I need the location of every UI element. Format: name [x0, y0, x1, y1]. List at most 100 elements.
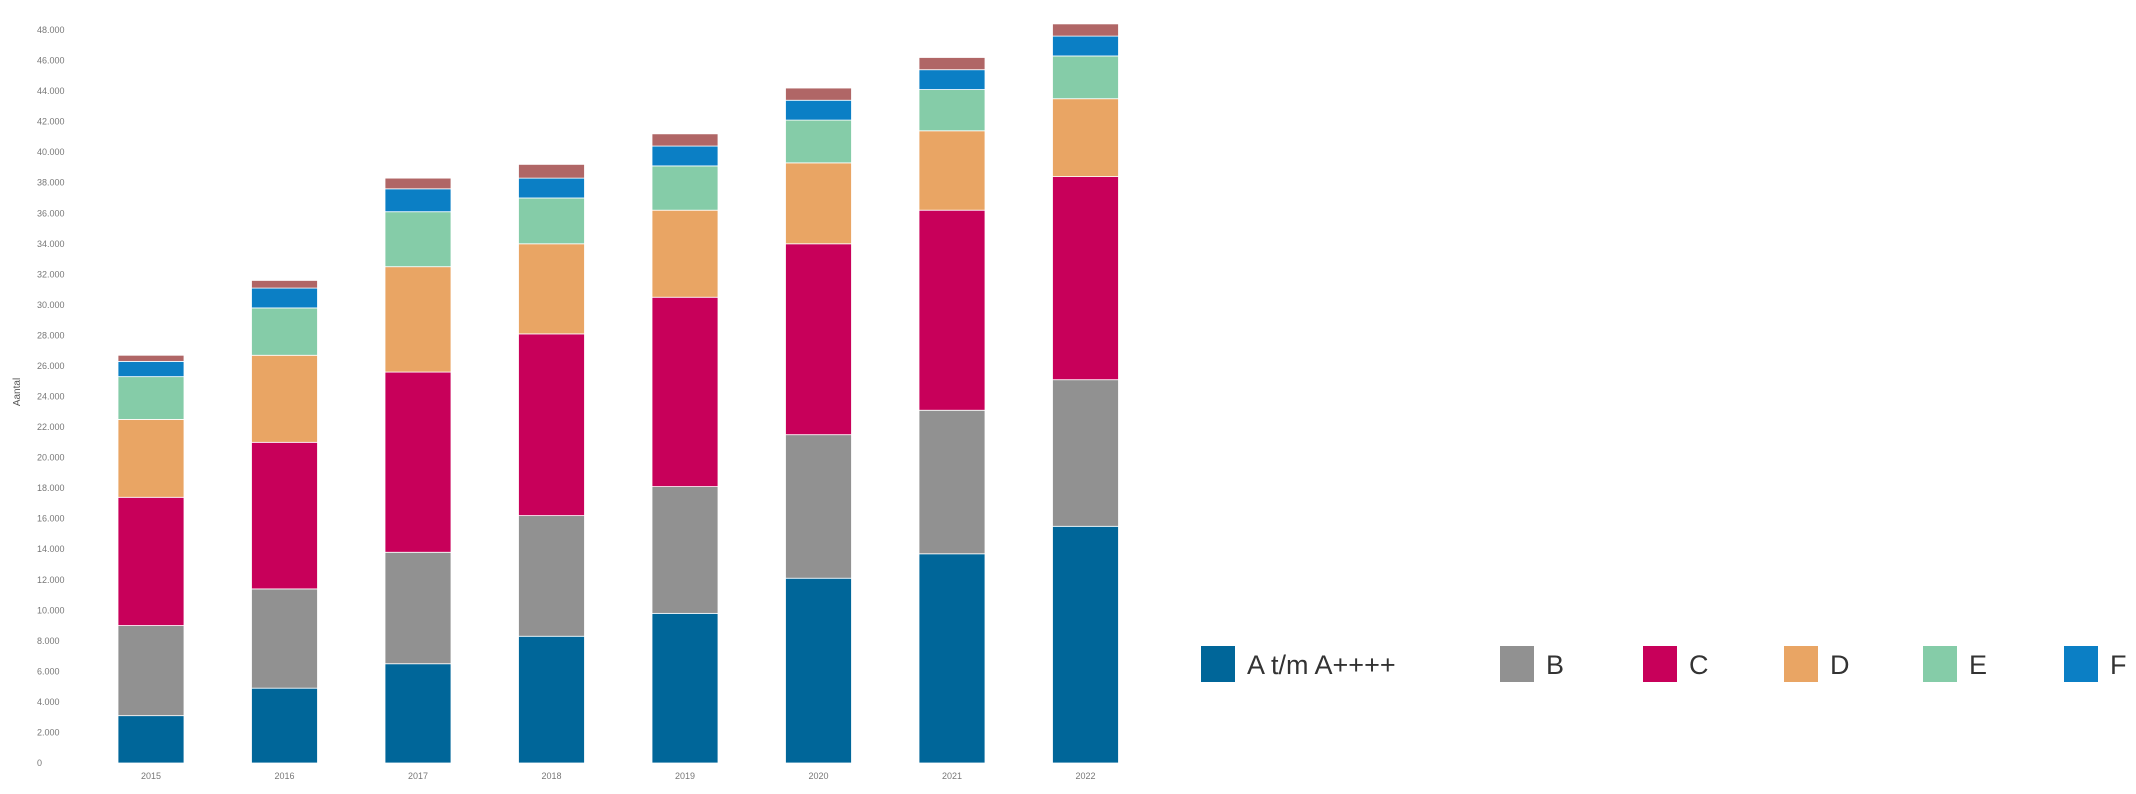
legend-label: A t/m A++++	[1247, 650, 1396, 680]
x-tick-label: 2018	[541, 771, 561, 781]
bar-segment	[251, 687, 318, 764]
y-tick-label: 20.000	[37, 453, 65, 463]
bar-segment	[1052, 525, 1119, 764]
legend-swatch	[2064, 646, 2098, 682]
y-tick-label: 34.000	[37, 239, 65, 249]
bar-segment	[785, 99, 852, 121]
x-tick-label: 2015	[141, 771, 161, 781]
y-tick-label: 36.000	[37, 208, 65, 218]
bar-segment	[117, 496, 185, 626]
bar-segment	[518, 177, 585, 199]
y-tick-label: 40.000	[37, 147, 65, 157]
bar-segment	[651, 296, 719, 487]
legend-label: D	[1830, 650, 1850, 680]
bar-segment	[384, 551, 452, 665]
bar-segment	[918, 553, 986, 764]
bar-segment	[384, 211, 452, 268]
y-tick-label: 28.000	[37, 330, 65, 340]
bar-segment	[1052, 176, 1119, 381]
x-tick-label: 2021	[942, 771, 962, 781]
bar-segment	[918, 57, 986, 71]
bar-segment	[918, 89, 986, 132]
y-tick-label: 8.000	[37, 636, 60, 646]
bar-segment	[651, 486, 719, 614]
y-tick-label: 2.000	[37, 727, 60, 737]
legend-swatch	[1643, 646, 1677, 682]
bar-segment	[518, 243, 585, 335]
bar-segment	[785, 119, 852, 164]
y-tick-label: 44.000	[37, 86, 65, 96]
y-tick-label: 48.000	[37, 25, 65, 35]
bar-segment	[384, 188, 452, 213]
bar-segment	[251, 307, 318, 356]
legend-swatch	[1500, 646, 1534, 682]
bar-segment	[384, 663, 452, 764]
bar-segment	[918, 69, 986, 90]
bar-segment	[1052, 35, 1119, 57]
y-tick-label: 38.000	[37, 178, 65, 188]
x-axis: 2015 2016 2017 2018 2019 2020 2021 2022	[141, 771, 1096, 781]
bar-segment	[1052, 379, 1119, 527]
x-tick-label: 2022	[1075, 771, 1095, 781]
bars-layer	[117, 23, 1119, 764]
bar-segment	[117, 419, 185, 498]
bar-segment	[651, 145, 719, 167]
x-tick-label: 2019	[675, 771, 695, 781]
y-tick-label: 30.000	[37, 300, 65, 310]
bar-segment	[518, 635, 585, 764]
y-tick-label: 14.000	[37, 544, 65, 554]
bar-segment	[918, 209, 986, 411]
bar-segment	[251, 354, 318, 443]
y-tick-label: 42.000	[37, 117, 65, 127]
bar-segment	[117, 354, 185, 362]
bar-segment	[117, 625, 185, 717]
bar-segment	[117, 376, 185, 420]
bar-segment	[384, 177, 452, 190]
bar-segment	[1052, 98, 1119, 177]
bar-segment	[251, 287, 318, 309]
x-tick-label: 2017	[408, 771, 428, 781]
y-tick-label: 32.000	[37, 269, 65, 279]
bar-segment	[651, 209, 719, 298]
bar-segment	[1052, 55, 1119, 100]
bar-segment	[251, 280, 318, 289]
y-tick-label: 46.000	[37, 56, 65, 66]
bar-segment	[918, 130, 986, 211]
bar-segment	[384, 371, 452, 553]
y-axis-label: Aantal	[12, 378, 23, 406]
legend-label: B	[1546, 650, 1564, 680]
y-tick-label: 22.000	[37, 422, 65, 432]
bar-segment	[1052, 23, 1119, 37]
bar-segment	[251, 441, 318, 590]
y-tick-label: 4.000	[37, 697, 60, 707]
bar-segment	[518, 515, 585, 637]
bar-segment	[251, 588, 318, 689]
y-tick-label: 26.000	[37, 361, 65, 371]
bar-segment	[651, 133, 719, 147]
bar-segment	[651, 612, 719, 764]
bar-segment	[518, 333, 585, 517]
bar-segment	[518, 197, 585, 245]
bar-segment	[117, 360, 185, 378]
bar-segment	[785, 243, 852, 436]
y-tick-label: 12.000	[37, 575, 65, 585]
y-tick-label: 18.000	[37, 483, 65, 493]
bar-segment	[651, 165, 719, 211]
bar-segment	[785, 162, 852, 245]
legend: A t/m A++++ B C D E F	[1201, 646, 2127, 682]
x-tick-label: 2020	[808, 771, 828, 781]
y-tick-label: 0	[37, 758, 42, 768]
bar-segment	[384, 266, 452, 373]
legend-swatch	[1784, 646, 1818, 682]
y-tick-label: 6.000	[37, 666, 60, 676]
bar-segment	[785, 87, 852, 101]
x-tick-label: 2016	[274, 771, 294, 781]
bar-segment	[117, 715, 185, 764]
bar-segment	[785, 577, 852, 764]
legend-label: F	[2110, 650, 2127, 680]
legend-swatch	[1201, 646, 1235, 682]
y-tick-label: 24.000	[37, 392, 65, 402]
bar-segment	[518, 163, 585, 179]
